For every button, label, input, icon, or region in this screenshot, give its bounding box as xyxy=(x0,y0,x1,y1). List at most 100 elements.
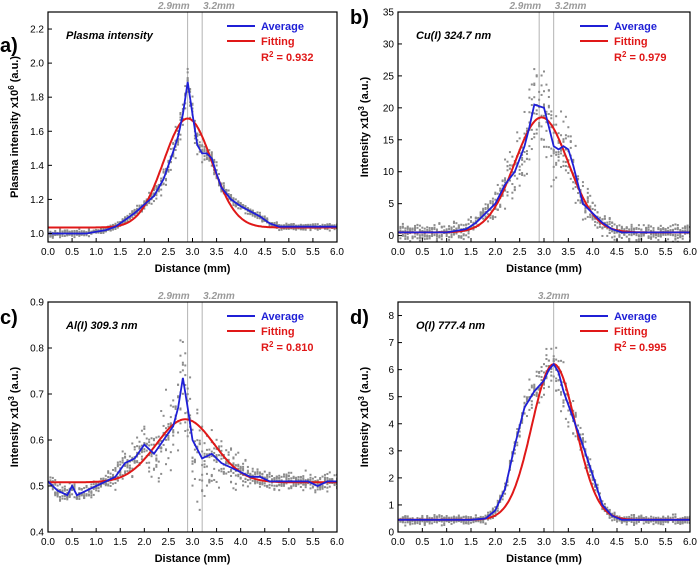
data-point xyxy=(613,235,616,238)
data-point xyxy=(491,200,494,203)
data-point xyxy=(538,388,541,391)
data-point xyxy=(652,229,655,232)
data-point xyxy=(73,496,76,499)
data-point xyxy=(263,476,266,479)
data-point xyxy=(630,520,633,523)
x-tick-label: 2.5 xyxy=(513,537,527,548)
data-point xyxy=(63,234,66,237)
data-point xyxy=(579,426,582,429)
legend-r2-sup: 2 xyxy=(269,50,274,59)
x-tick-label: 3.0 xyxy=(186,247,200,258)
data-point xyxy=(280,482,283,485)
data-point xyxy=(484,522,487,525)
data-point xyxy=(452,521,455,524)
data-point xyxy=(555,377,558,380)
data-point xyxy=(87,228,90,231)
y-tick-label: 2 xyxy=(388,473,394,484)
data-point xyxy=(254,482,257,485)
data-point xyxy=(179,112,182,115)
data-point xyxy=(613,513,616,516)
legend-r2-sup: 2 xyxy=(622,50,627,59)
data-point xyxy=(51,234,54,237)
data-point xyxy=(401,225,404,228)
data-point xyxy=(213,467,216,470)
data-point xyxy=(528,396,531,399)
x-tick-label: 5.0 xyxy=(634,537,648,548)
data-point xyxy=(114,226,117,229)
data-point xyxy=(230,481,233,484)
data-point xyxy=(494,193,497,196)
data-point xyxy=(61,495,64,498)
data-point xyxy=(49,233,52,236)
data-point xyxy=(533,393,536,396)
data-point xyxy=(482,207,485,210)
data-point xyxy=(635,521,638,524)
data-point xyxy=(465,522,468,525)
data-point xyxy=(601,508,604,511)
data-point xyxy=(530,400,533,403)
data-point xyxy=(581,184,584,187)
data-point xyxy=(167,425,170,428)
data-point xyxy=(131,456,134,459)
data-point xyxy=(482,519,485,522)
data-point xyxy=(160,188,163,191)
data-point xyxy=(85,494,88,497)
data-point xyxy=(193,134,196,137)
data-point xyxy=(143,200,146,203)
data-point xyxy=(654,233,657,236)
data-point xyxy=(157,188,160,191)
data-point xyxy=(152,467,155,470)
data-point xyxy=(562,120,565,123)
data-point xyxy=(196,500,199,503)
data-point xyxy=(184,430,187,433)
data-point xyxy=(155,186,158,189)
data-point xyxy=(95,489,98,492)
data-point xyxy=(662,521,665,524)
x-tick-label: 0.0 xyxy=(41,247,55,258)
data-point xyxy=(608,223,611,226)
data-point xyxy=(225,472,228,475)
data-point xyxy=(116,463,119,466)
data-point xyxy=(440,238,443,241)
data-point xyxy=(326,228,329,231)
data-point xyxy=(608,231,611,234)
data-point xyxy=(179,422,182,425)
data-point xyxy=(162,171,165,174)
data-point xyxy=(297,483,300,486)
data-point xyxy=(521,163,524,166)
data-point xyxy=(533,82,536,85)
data-point xyxy=(254,479,257,482)
data-point xyxy=(533,112,536,115)
data-point xyxy=(201,425,204,428)
data-point xyxy=(540,375,543,378)
data-point xyxy=(155,197,158,200)
data-point xyxy=(545,354,548,357)
data-point xyxy=(679,228,682,231)
data-point xyxy=(109,484,112,487)
fitting-curve xyxy=(48,117,337,229)
data-point xyxy=(85,231,88,234)
data-point xyxy=(121,461,124,464)
data-point xyxy=(443,524,446,527)
data-point xyxy=(210,155,213,158)
data-point xyxy=(157,442,160,445)
data-point xyxy=(292,484,295,487)
y-tick-label: 8 xyxy=(388,311,394,322)
plot-area xyxy=(398,346,690,527)
data-point xyxy=(136,436,139,439)
data-point xyxy=(189,397,192,400)
data-point xyxy=(472,521,475,524)
data-point xyxy=(598,223,601,226)
data-point xyxy=(550,370,553,373)
data-point xyxy=(598,216,601,219)
data-point xyxy=(428,516,431,519)
data-point xyxy=(232,201,235,204)
data-point xyxy=(150,455,153,458)
data-point xyxy=(523,174,526,177)
data-point xyxy=(244,205,247,208)
data-point xyxy=(530,98,533,101)
data-point xyxy=(611,225,614,228)
data-point xyxy=(203,455,206,458)
data-point xyxy=(633,521,636,524)
data-point xyxy=(119,463,122,466)
